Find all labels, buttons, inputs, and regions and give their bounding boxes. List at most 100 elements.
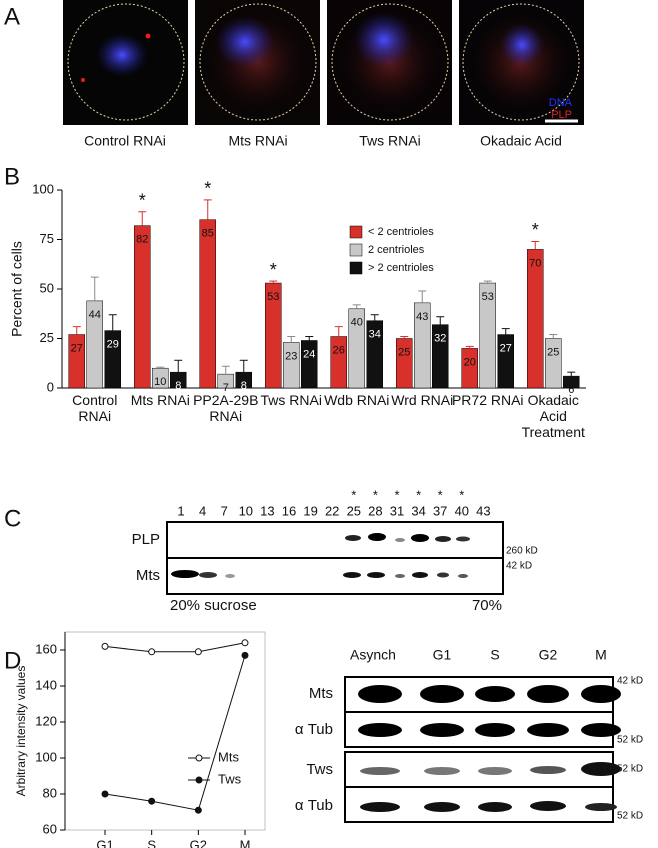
- x-tick-label: Mts RNAi: [130, 392, 190, 408]
- data-label: 53: [482, 291, 494, 303]
- legend-swatch: [349, 243, 363, 257]
- lane-label: 31: [390, 503, 404, 518]
- data-label: 29: [107, 338, 119, 350]
- legend-marker: [195, 754, 203, 762]
- data-label: 8: [175, 380, 181, 392]
- plot-frame: [64, 631, 266, 831]
- x-tick-label: PR72 RNAi: [451, 392, 524, 408]
- lane-label: 13: [260, 503, 274, 518]
- legend-plp: PLP: [551, 109, 572, 121]
- y-tick-label: 160: [35, 641, 57, 656]
- lane-label: G1: [433, 647, 452, 663]
- bar: [134, 225, 151, 389]
- lane-label: 10: [239, 503, 253, 518]
- data-label: 27: [500, 342, 512, 354]
- bar: [527, 249, 544, 389]
- y-tick-label: 75: [40, 231, 54, 246]
- micrographs: [63, 0, 584, 125]
- lane-label: 19: [303, 503, 317, 518]
- significance: *: [204, 179, 211, 199]
- marker: [101, 790, 109, 798]
- caption: Tws RNAi: [359, 133, 420, 149]
- caption: Control RNAi: [84, 133, 166, 149]
- legend-label: 2 centrioles: [368, 244, 425, 256]
- data-label: 70: [529, 257, 541, 269]
- y-axis-label: Percent of cells: [9, 241, 25, 337]
- lane-mark: *: [438, 487, 443, 502]
- legend-swatch: [349, 261, 363, 275]
- size-marker: 52 kD: [617, 811, 643, 822]
- y-tick-label: 80: [43, 785, 57, 800]
- data-label: 26: [333, 344, 345, 356]
- y-tick-label: 120: [35, 713, 57, 728]
- row-label: PLP: [132, 531, 160, 548]
- lane-label: 43: [476, 503, 490, 518]
- size-marker: 42 kD: [617, 676, 643, 687]
- blot-d: [344, 676, 621, 823]
- row-label: Mts: [309, 685, 333, 702]
- lane-mark: *: [373, 487, 378, 502]
- lane-label: 37: [433, 503, 447, 518]
- marker: [194, 648, 202, 656]
- y-tick-label: 25: [40, 330, 54, 345]
- size-marker: 42 kD: [506, 561, 532, 572]
- lane-label: Asynch: [350, 647, 396, 663]
- panel-label: D: [4, 647, 21, 674]
- legend-label: < 2 centrioles: [368, 226, 434, 238]
- row-label: Mts: [136, 567, 160, 584]
- lane-mark: *: [351, 487, 356, 502]
- data-label: 25: [398, 346, 410, 358]
- lane-label: S: [490, 647, 499, 663]
- data-label: 34: [369, 329, 381, 341]
- lane-label: 34: [411, 503, 425, 518]
- data-label: 44: [89, 309, 101, 321]
- bar: [283, 342, 300, 389]
- panel-label: C: [4, 505, 21, 532]
- significance: *: [270, 260, 277, 280]
- marker: [241, 651, 249, 659]
- gradient-label: 70%: [472, 597, 502, 614]
- line: [104, 642, 246, 653]
- lane-label: 28: [368, 503, 382, 518]
- lane-label: 4: [199, 503, 206, 518]
- x-tick-label: M: [240, 837, 251, 848]
- lane-label: G2: [539, 647, 558, 663]
- lane-label: 16: [282, 503, 296, 518]
- caption: Mts RNAi: [228, 133, 287, 149]
- y-tick-label: 100: [32, 181, 54, 196]
- data-label: 8: [241, 380, 247, 392]
- data-label: 10: [154, 376, 166, 388]
- data-label: 85: [202, 228, 214, 240]
- panel-label: A: [4, 3, 20, 30]
- lane-label: 7: [221, 503, 228, 518]
- row-label: α Tub: [295, 797, 333, 814]
- size-marker: 52 kD: [617, 735, 643, 746]
- lane-mark: *: [459, 487, 464, 502]
- data-label: 43: [416, 311, 428, 323]
- row-label: Tws: [306, 761, 333, 778]
- blot-c: [166, 521, 504, 595]
- significance: *: [139, 191, 146, 211]
- x-tick-label: S: [147, 837, 156, 848]
- x-tick-label: G1: [96, 837, 113, 848]
- legend-marker: [195, 776, 203, 784]
- lane-mark: *: [416, 487, 421, 502]
- legend-label: Mts: [218, 749, 239, 764]
- line: [104, 655, 246, 811]
- data-label: 20: [464, 356, 476, 368]
- lane-label: 40: [455, 503, 469, 518]
- legend-swatch: [349, 225, 363, 239]
- x-tick-label: Wdb RNAi: [324, 392, 390, 408]
- lane-mark: *: [394, 487, 399, 502]
- x-tick-label: Okadaic Acid Treatment: [521, 392, 585, 440]
- y-tick-label: 0: [47, 379, 54, 394]
- x-tick-label: G2: [190, 837, 207, 848]
- bar: [199, 219, 216, 389]
- x-tick-label: PP2A-29B RNAi: [193, 392, 259, 424]
- size-marker: 260 kD: [506, 546, 538, 557]
- gradient-label: 20% sucrose: [170, 597, 257, 614]
- caption: Okadaic Acid: [480, 133, 562, 149]
- marker: [148, 648, 156, 656]
